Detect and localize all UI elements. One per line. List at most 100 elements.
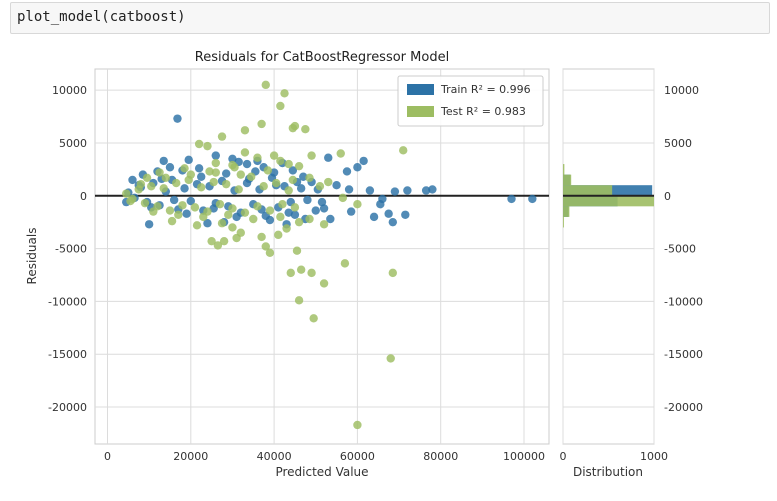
train-point — [428, 185, 437, 194]
test-point — [324, 177, 333, 187]
test-point — [290, 121, 300, 131]
test-point — [230, 163, 239, 172]
test-point — [240, 148, 250, 157]
test-point — [265, 206, 275, 215]
test-point — [353, 200, 362, 209]
test-point — [199, 212, 208, 222]
x-tick-label: 40000 — [257, 450, 292, 463]
dist-x-tick-label: 1000 — [640, 450, 668, 463]
train-point — [284, 208, 293, 217]
legend-train-label: Train R² = 0.996 — [440, 83, 531, 96]
dist-y-tick-label: 10000 — [664, 84, 699, 97]
test-point — [399, 146, 408, 155]
dist-x-tick-label: 0 — [560, 450, 567, 463]
test-point — [276, 156, 285, 166]
test-point — [205, 167, 214, 176]
train-point — [182, 209, 191, 218]
test-distribution-bar — [563, 195, 654, 207]
train-point — [388, 217, 398, 227]
train-point — [169, 195, 179, 205]
test-point — [386, 354, 395, 363]
test-point — [294, 161, 304, 171]
train-point — [232, 212, 241, 222]
dist-y-tick-label: -10000 — [664, 295, 703, 308]
train-point — [359, 156, 368, 166]
train-point — [317, 197, 327, 207]
test-point — [172, 178, 181, 188]
main-plot-area — [94, 68, 550, 445]
train-point — [369, 212, 379, 222]
train-point — [401, 210, 410, 219]
test-point — [211, 168, 220, 177]
train-point — [332, 180, 341, 190]
test-point — [280, 89, 289, 98]
test-point — [234, 185, 243, 194]
train-point — [228, 154, 237, 163]
test-point — [286, 268, 295, 278]
test-point — [305, 173, 314, 183]
test-point — [340, 259, 350, 268]
dist-y-tick-label: -5000 — [664, 243, 696, 256]
test-point — [178, 201, 187, 210]
code-cell-text: plot_model(catboost) — [17, 9, 186, 25]
y-tick-label: 10000 — [52, 84, 87, 97]
train-point — [211, 151, 220, 160]
test-point — [388, 268, 398, 278]
x-axis-label: Predicted Value — [275, 465, 368, 479]
legend-test-label: Test R² = 0.983 — [440, 105, 526, 118]
x-tick-label: 20000 — [173, 450, 208, 463]
test-point — [294, 296, 304, 305]
test-point — [249, 214, 258, 224]
train-point — [144, 220, 154, 229]
train-point — [507, 194, 516, 204]
dist-y-tick-label: 5000 — [664, 137, 692, 150]
train-point — [288, 166, 298, 175]
test-distribution-bar — [563, 216, 564, 228]
train-point — [296, 184, 306, 193]
train-point — [376, 200, 385, 209]
legend: Train R² = 0.996 Test R² = 0.983 — [397, 75, 544, 127]
train-point — [173, 114, 182, 123]
train-point — [242, 159, 252, 169]
train-point — [365, 186, 375, 195]
test-point — [274, 230, 283, 240]
test-point — [288, 175, 298, 185]
train-point — [403, 186, 412, 195]
y-tick-label: 0 — [80, 190, 87, 203]
distribution-plot-area — [562, 68, 655, 445]
train-point — [128, 175, 137, 185]
test-point — [292, 246, 302, 255]
test-point — [149, 207, 158, 216]
train-point — [180, 184, 189, 193]
train-point — [319, 204, 329, 213]
code-cell[interactable]: plot_model(catboost) — [10, 2, 770, 34]
test-point — [309, 314, 318, 323]
test-point — [197, 183, 206, 192]
test-point — [269, 151, 279, 160]
train-point — [421, 186, 431, 195]
train-point — [186, 196, 195, 206]
test-point — [353, 420, 362, 430]
test-point — [232, 233, 241, 243]
test-point — [190, 203, 200, 212]
train-point — [324, 153, 333, 162]
train-point — [222, 169, 231, 178]
y-tick-label: -10000 — [48, 295, 87, 308]
train-point — [390, 187, 400, 196]
train-point — [165, 163, 175, 172]
train-point — [194, 164, 204, 173]
train-point — [203, 219, 212, 228]
test-point — [246, 172, 256, 181]
test-point — [307, 268, 316, 278]
test-point — [136, 179, 146, 189]
test-point — [276, 101, 285, 111]
train-point — [197, 172, 206, 181]
test-point — [284, 159, 293, 169]
test-point — [319, 279, 329, 288]
train-point — [311, 206, 320, 215]
train-point — [384, 209, 393, 218]
test-point — [174, 210, 183, 219]
test-point — [213, 241, 223, 250]
train-point — [346, 207, 356, 216]
x-tick-label: 60000 — [340, 450, 375, 463]
